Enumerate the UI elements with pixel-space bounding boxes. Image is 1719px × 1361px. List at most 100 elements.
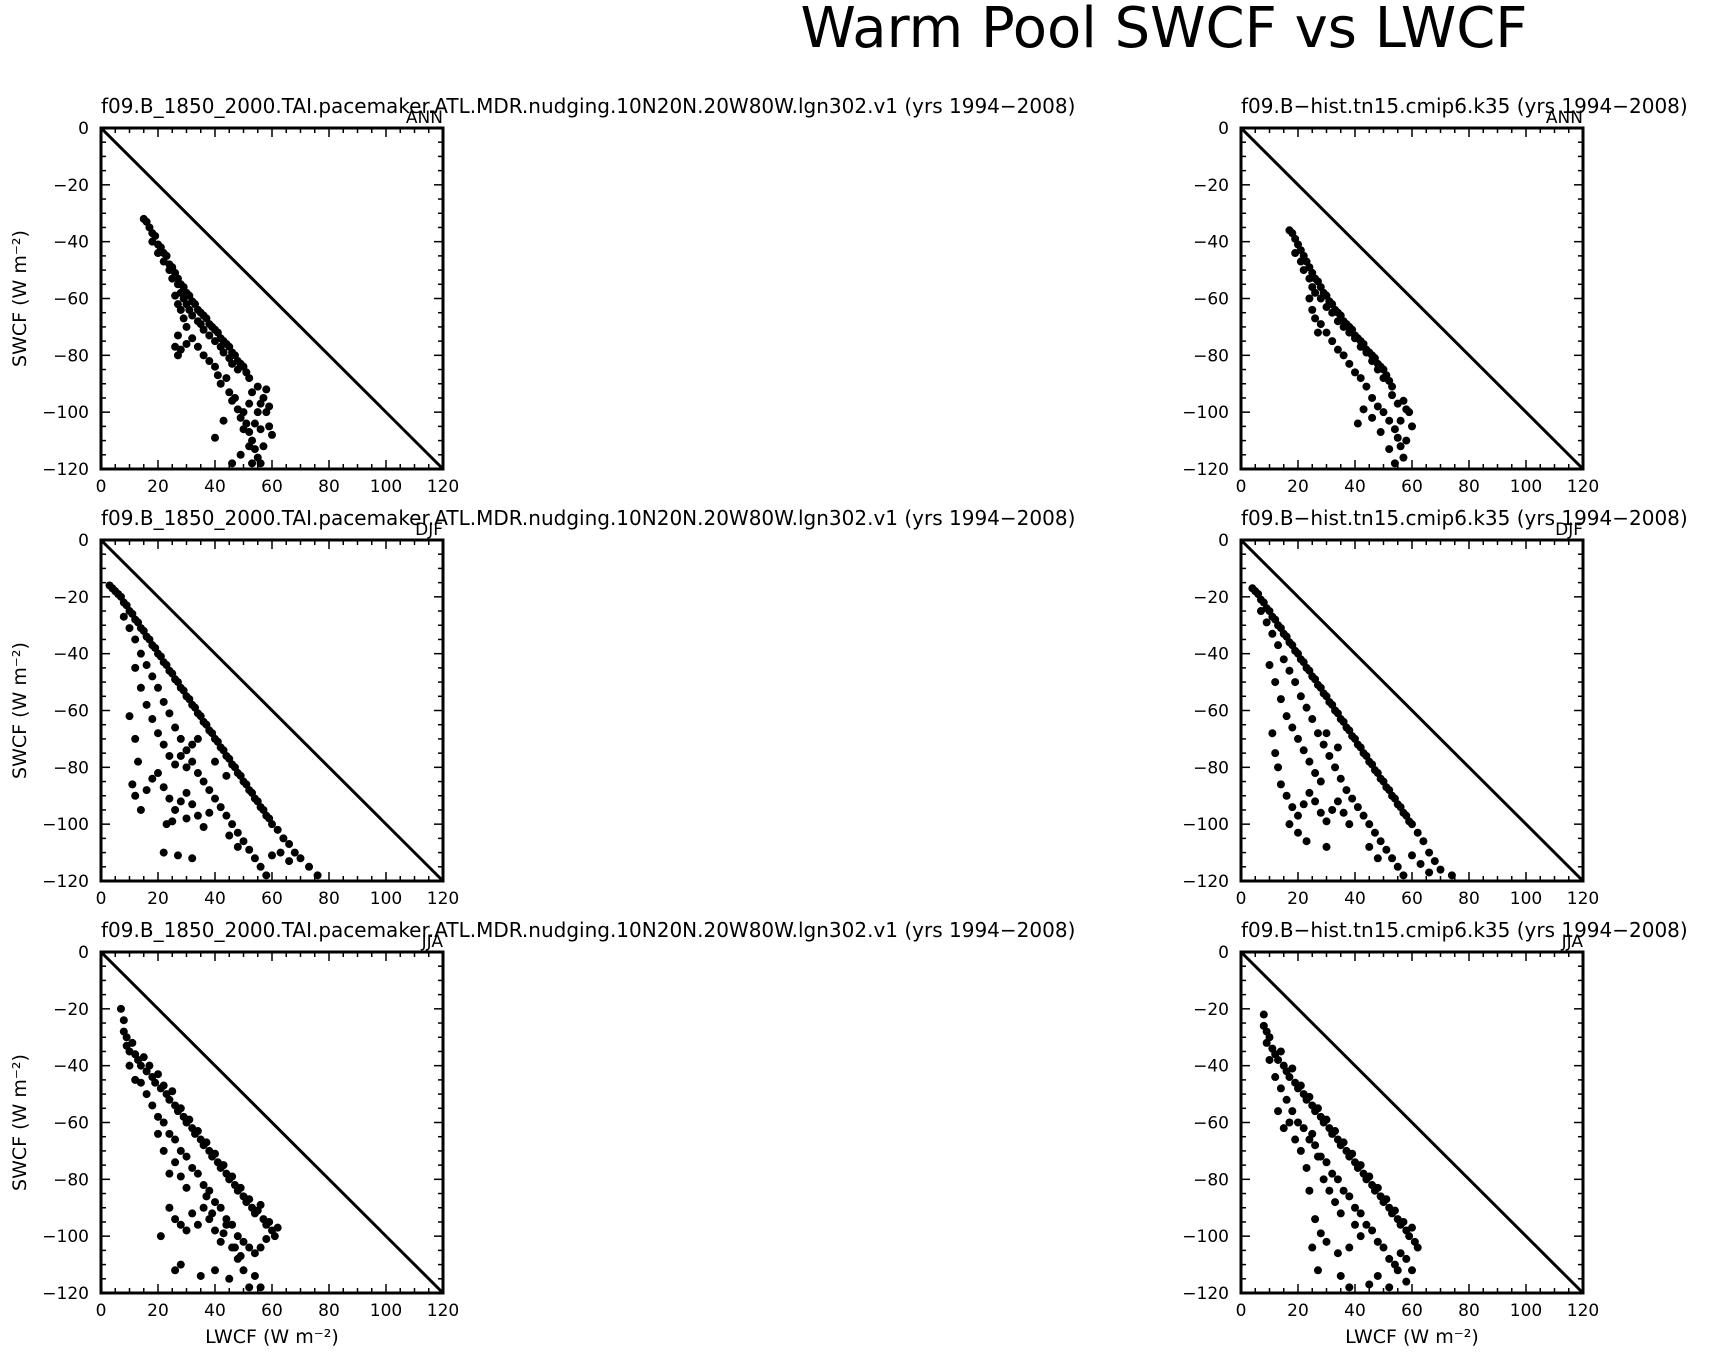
- scatter-point: [1268, 629, 1277, 638]
- y-tick-label: −120: [1182, 460, 1229, 480]
- scatter-point: [1313, 729, 1322, 738]
- scatter-point: [1262, 618, 1271, 627]
- y-axis-label: SWCF (W m⁻²): [9, 230, 31, 367]
- y-tick-label: 0: [78, 119, 89, 139]
- y-tick-label: −40: [1193, 645, 1229, 665]
- scatter-point: [199, 823, 208, 832]
- scatter-point: [171, 1215, 180, 1224]
- scatter-point: [125, 712, 134, 721]
- scatter-point: [171, 805, 180, 814]
- scatter-point: [1279, 655, 1288, 664]
- scatter-point: [1336, 1209, 1345, 1218]
- scatter-point: [193, 1127, 202, 1136]
- scatter-point: [134, 757, 143, 766]
- reference-line: [99, 126, 445, 471]
- scatter-point: [211, 362, 219, 371]
- x-tick-label: 0: [1236, 1301, 1247, 1321]
- scatter-point: [182, 814, 191, 823]
- scatter-point: [256, 1243, 265, 1252]
- scatter-point: [188, 740, 197, 749]
- x-tick-label: 40: [1344, 477, 1366, 497]
- scatter-point: [1416, 859, 1425, 868]
- scatter-point: [159, 697, 168, 706]
- scatter-point: [176, 1104, 185, 1113]
- y-tick-label: −20: [1193, 176, 1229, 196]
- scatter-point: [1313, 1152, 1322, 1161]
- scatter-point: [270, 1232, 279, 1241]
- y-tick-label: −20: [53, 1000, 89, 1020]
- scatter-point: [199, 1181, 208, 1190]
- scatter-point: [182, 763, 191, 772]
- y-tick-label: −40: [53, 233, 89, 253]
- scatter-point: [173, 331, 182, 340]
- scatter-point: [148, 715, 157, 724]
- scatter-point: [1313, 328, 1322, 337]
- scatter-point: [119, 612, 128, 621]
- scatter-point: [176, 1260, 185, 1269]
- scatter-point: [176, 345, 185, 354]
- panel-title: f09.B−hist.tn15.cmip6.k35 (yrs 1994−2008…: [1241, 918, 1688, 942]
- scatter-point: [171, 1266, 180, 1275]
- scatter-point: [182, 1226, 191, 1235]
- x-tick-label: 80: [318, 1301, 340, 1321]
- scatter-point: [1316, 777, 1325, 786]
- scatter-point: [250, 1271, 259, 1280]
- scatter-point: [1373, 854, 1382, 863]
- scatter-point: [273, 1223, 282, 1232]
- scatter-point: [1308, 1129, 1317, 1138]
- scatter-point: [128, 1038, 137, 1047]
- x-tick-label: 0: [1236, 477, 1247, 497]
- scatter-point: [1294, 828, 1302, 837]
- scatter-point: [1351, 1220, 1359, 1229]
- scatter-point: [1285, 1073, 1294, 1082]
- scatter-point: [1311, 1215, 1320, 1224]
- scatter-point: [236, 1183, 245, 1192]
- scatter-point: [1373, 402, 1382, 411]
- scatter-point: [230, 1243, 239, 1252]
- scatter-point: [159, 257, 168, 266]
- scatter-point: [1362, 1220, 1371, 1229]
- scatter-panel-2: f09.B−hist.tn15.cmip6.k35 (yrs 1994−2008…: [1182, 94, 1687, 497]
- scatter-point: [205, 786, 214, 795]
- x-tick-label: 120: [1567, 889, 1599, 909]
- scatter-point: [188, 854, 197, 863]
- scatter-point: [202, 1192, 211, 1201]
- plot-frame: [1239, 538, 1585, 883]
- season-label: DJF: [415, 520, 443, 540]
- season-label: JJA: [1561, 932, 1584, 952]
- scatter-point: [159, 740, 168, 749]
- season-label: JJA: [421, 932, 444, 952]
- scatter-point: [1362, 348, 1371, 357]
- y-tick-label: −100: [42, 403, 89, 423]
- scatter-point: [173, 280, 182, 289]
- y-tick-label: −80: [53, 758, 89, 778]
- x-tick-label: 120: [427, 477, 459, 497]
- y-tick-label: 0: [1218, 119, 1229, 139]
- scatter-point: [222, 374, 231, 383]
- x-tick-label: 80: [318, 889, 340, 909]
- scatter-point: [1365, 1172, 1374, 1181]
- scatter-point: [199, 777, 208, 786]
- scatter-point: [248, 459, 257, 468]
- scatter-point: [216, 1237, 225, 1246]
- scatter-point: [193, 811, 202, 820]
- scatter-point: [176, 1146, 185, 1155]
- scatter-point: [1373, 1237, 1382, 1246]
- scatter-point: [256, 425, 265, 434]
- scatter-point: [236, 450, 245, 459]
- scatter-point: [1328, 308, 1337, 317]
- scatter-point: [1331, 1198, 1340, 1207]
- scatter-point: [1339, 322, 1348, 331]
- scatter-point: [148, 672, 157, 681]
- y-axis-label: SWCF (W m⁻²): [9, 1054, 31, 1191]
- scatter-point: [1271, 1073, 1280, 1082]
- y-tick-label: 0: [78, 943, 89, 963]
- scatter-point: [1311, 769, 1320, 778]
- x-tick-label: 100: [370, 1301, 402, 1321]
- scatter-point: [1373, 1183, 1382, 1192]
- scatter-point: [202, 1138, 211, 1147]
- panels: f09.B_1850_2000.TAI.pacemaker.ATL.MDR.nu…: [9, 94, 1688, 1348]
- scatter-point: [145, 1061, 154, 1070]
- scatter-point: [188, 757, 197, 766]
- scatter-point: [176, 1172, 185, 1181]
